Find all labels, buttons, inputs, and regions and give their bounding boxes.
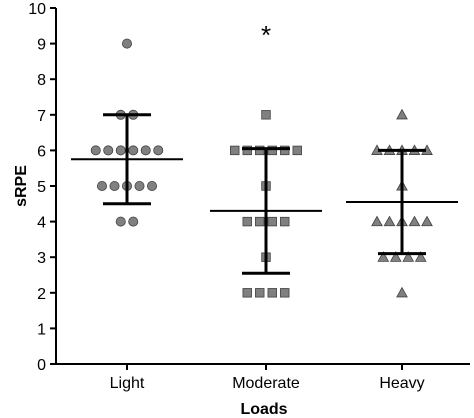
y-tick-label: 9 (37, 37, 46, 54)
light-point (109, 180, 120, 191)
light-point (103, 145, 114, 156)
y-tick-label: 0 (37, 357, 46, 374)
moderate-point (267, 145, 277, 156)
heavy-point (414, 251, 427, 262)
moderate-point (280, 288, 290, 298)
significance-asterisk: * (261, 20, 271, 50)
light-point (128, 216, 139, 227)
heavy-point (396, 286, 408, 298)
moderate-point (242, 288, 252, 298)
moderate-point (261, 110, 271, 120)
y-tick-label: 7 (37, 108, 46, 125)
moderate-point (255, 145, 265, 156)
y-tick-label: 4 (37, 215, 46, 232)
moderate-point (280, 216, 290, 227)
x-tick-label: Light (110, 375, 145, 392)
heavy-point (402, 251, 415, 262)
annotations: * (261, 20, 271, 50)
y-tick-label: 2 (37, 286, 46, 303)
light-point (140, 145, 151, 156)
moderate-point (242, 145, 252, 156)
y-tick-label: 1 (37, 321, 46, 338)
heavy-point (421, 215, 433, 227)
light-point (90, 145, 101, 156)
heavy-point (389, 251, 402, 262)
y-tick-label: 8 (37, 72, 46, 89)
x-tick-label: Heavy (379, 375, 424, 392)
x-tick-label: Moderate (232, 375, 300, 392)
light-point (134, 180, 145, 191)
heavy-point (371, 215, 383, 227)
y-tick-label: 6 (37, 143, 46, 160)
y-tick-label: 3 (37, 250, 46, 267)
y-axis-title: sRPE (13, 165, 30, 207)
light-point (146, 180, 157, 191)
moderate-point (230, 145, 240, 156)
data-marks (90, 38, 433, 298)
moderate-point (267, 216, 277, 227)
y-tick-label: 5 (37, 179, 46, 196)
light-point (115, 216, 126, 227)
y-tick-label: 10 (28, 1, 46, 18)
mean-sd-bars (71, 113, 458, 275)
y-axis: 0 1 2 3 4 5 6 7 8 9 10 (28, 1, 57, 374)
moderate-point (292, 145, 302, 156)
heavy-point (408, 215, 421, 227)
moderate-point (280, 145, 290, 156)
x-axis: Light Moderate Heavy (56, 363, 470, 392)
x-axis-title: Loads (240, 401, 287, 418)
heavy-point (383, 215, 396, 227)
light-point (115, 145, 126, 156)
heavy-point (377, 251, 390, 262)
light-point (97, 180, 108, 191)
light-point (128, 145, 139, 156)
moderate-point (267, 288, 277, 298)
light-point (122, 38, 133, 49)
heavy-point (396, 108, 408, 120)
moderate-point (242, 216, 252, 227)
moderate-point (255, 288, 265, 298)
light-point (153, 145, 164, 156)
moderate-point (255, 216, 265, 227)
